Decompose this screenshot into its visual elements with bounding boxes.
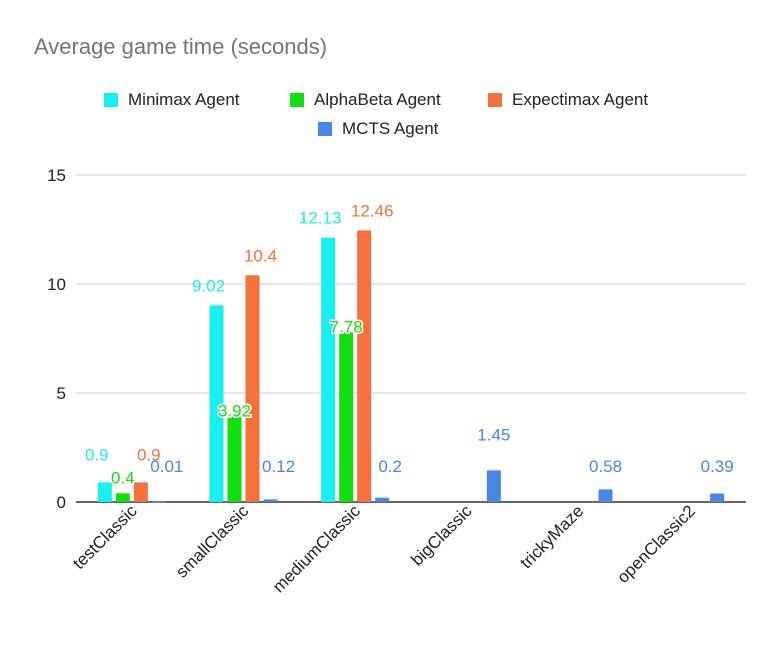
legend-swatch-minimax [104, 93, 118, 107]
bar [115, 493, 130, 502]
x-tick-label: trickyMaze [516, 501, 587, 572]
data-label: 0.2 [378, 457, 402, 476]
data-label: 9.02 [192, 276, 225, 295]
legend-swatch-expectimax [488, 93, 502, 107]
legend-label-minimax: Minimax Agent [128, 90, 240, 109]
data-label: 0.12 [262, 457, 295, 476]
data-label: 12.46 [351, 201, 394, 220]
y-tick-label: 0 [57, 493, 66, 512]
x-tick-label: mediumClassic [269, 501, 364, 596]
bar [209, 305, 224, 502]
bar [133, 482, 148, 502]
data-label: 12.13 [299, 209, 342, 228]
bar [151, 501, 166, 503]
data-label: 0.9 [85, 445, 109, 464]
legend-item-minimax: Minimax Agent [104, 90, 240, 110]
y-tick-label: 5 [57, 384, 66, 403]
bar [486, 470, 501, 502]
chart-title: Average game time (seconds) [34, 34, 328, 59]
bar [375, 497, 390, 502]
legend-item-expectimax: Expectimax Agent [488, 90, 648, 110]
bar [97, 482, 112, 502]
data-label: 0.58 [589, 457, 622, 476]
bar [321, 237, 336, 503]
data-label: 0.39 [701, 457, 734, 476]
legend-item-alphabeta: AlphaBeta Agent [290, 90, 441, 110]
y-tick-label: 15 [47, 166, 66, 185]
bar [710, 493, 725, 502]
legend-swatch-mcts [318, 122, 332, 136]
data-label: 0.9 [137, 445, 161, 464]
legend-label-mcts: MCTS Agent [342, 119, 439, 138]
bar [263, 499, 278, 502]
legend-label-expectimax: Expectimax Agent [512, 90, 649, 109]
bar [357, 230, 372, 502]
data-label: 0.01 [150, 457, 183, 476]
x-tick-label: bigClassic [407, 501, 476, 570]
data-label: 3.92 [218, 402, 251, 421]
data-label: 0.4 [111, 468, 135, 487]
data-label: 10.4 [244, 246, 277, 265]
x-tick-label: smallClassic [172, 501, 253, 582]
legend-swatch-alphabeta [290, 93, 304, 107]
x-tick-label: openClassic2 [613, 501, 699, 587]
legend-label-alphabeta: AlphaBeta Agent [314, 90, 441, 109]
data-label: 7.78 [330, 317, 363, 336]
bar [227, 416, 242, 502]
bar [339, 332, 354, 502]
bar [245, 275, 260, 502]
data-label: 1.45 [477, 425, 510, 444]
legend-item-mcts: MCTS Agent [318, 119, 438, 139]
bar [598, 489, 613, 502]
y-tick-label: 10 [47, 275, 66, 294]
x-tick-label: testClassic [69, 501, 141, 573]
